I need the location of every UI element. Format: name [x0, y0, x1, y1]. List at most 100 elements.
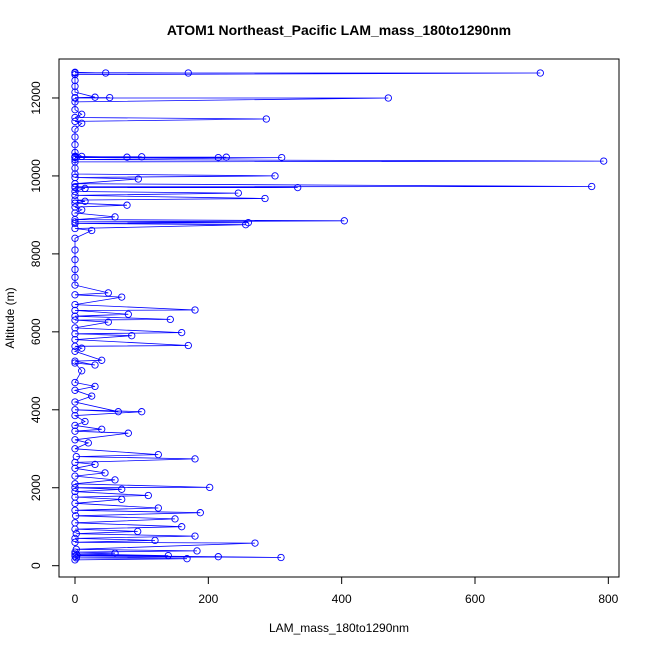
chart-title: ATOM1 Northeast_Pacific LAM_mass_180to12…: [167, 22, 511, 38]
data-point: [196, 509, 204, 517]
data-point: [72, 512, 80, 520]
data-point: [78, 110, 86, 118]
data-point: [71, 76, 79, 85]
y-tick-label: 2000: [29, 474, 43, 501]
data-point: [71, 158, 79, 166]
data-point: [71, 411, 79, 420]
data-point: [88, 392, 96, 400]
data-point: [71, 464, 79, 472]
data-point: [71, 98, 79, 106]
data-point: [71, 183, 79, 191]
data-point: [71, 209, 79, 217]
y-axis: 0 2000 4000 6000 8000 10000 12000: [29, 81, 60, 569]
data-point: [84, 439, 92, 447]
data-point: [71, 117, 79, 126]
data-point: [71, 273, 79, 281]
data-point: [71, 324, 79, 332]
data-point: [71, 141, 79, 149]
x-axis: 0 200 400 600 800: [72, 576, 619, 606]
data-point: [71, 196, 79, 204]
data-point: [71, 246, 79, 254]
data-point: [178, 523, 186, 531]
data-point: [118, 495, 126, 504]
data-point: [71, 406, 79, 414]
plot-frame: [58, 58, 620, 578]
data-point: [71, 203, 79, 211]
data-point: [104, 318, 112, 326]
data-point: [71, 133, 79, 141]
data-point: [71, 68, 79, 76]
data-point: [138, 153, 146, 161]
data-point: [71, 306, 79, 315]
data-point: [71, 281, 79, 289]
data-point: [111, 549, 119, 557]
data-point: [154, 504, 162, 512]
data-point: [72, 452, 80, 461]
data-point: [78, 119, 86, 127]
data-point: [118, 485, 126, 493]
data-point: [71, 550, 79, 558]
data-point: [251, 539, 259, 547]
data-point: [214, 153, 222, 162]
x-axis-label: LAM_mass_180to1290nm: [269, 621, 409, 635]
data-point: [71, 487, 79, 496]
data-point: [71, 480, 79, 488]
data-point: [71, 93, 79, 102]
data-point: [164, 551, 172, 560]
data-point: [71, 173, 79, 182]
data-point: [114, 408, 122, 416]
data-point: [71, 493, 79, 501]
data-point: [106, 93, 114, 102]
data-point: [111, 213, 119, 221]
data-point: [138, 408, 146, 416]
x-tick-label: 200: [198, 592, 218, 606]
data-point: [81, 184, 89, 193]
data-point: [71, 427, 79, 435]
data-point: [171, 515, 179, 523]
data-point: [123, 201, 131, 209]
data-point: [234, 189, 242, 197]
data-point: [278, 153, 286, 162]
data-point: [193, 547, 201, 555]
data-point: [91, 460, 99, 469]
data-point: [71, 256, 79, 264]
data-point: [78, 367, 86, 375]
series-line: [73, 71, 604, 561]
data-point: [71, 265, 79, 274]
data-point: [81, 417, 89, 426]
data-point: [71, 291, 79, 299]
data-point: [214, 553, 222, 561]
data-point: [71, 421, 79, 430]
data-point: [71, 386, 79, 394]
y-tick-label: 12000: [29, 81, 43, 115]
data-point: [271, 172, 279, 180]
data-point: [184, 341, 192, 350]
data-point: [134, 175, 142, 183]
data-point: [71, 538, 79, 546]
data-point: [206, 483, 214, 492]
data-point: [71, 436, 79, 444]
data-point: [78, 152, 86, 161]
data-point: [71, 125, 79, 133]
data-point: [71, 88, 79, 96]
data-point: [78, 344, 86, 352]
x-tick-label: 800: [598, 592, 618, 606]
data-point: [151, 536, 159, 545]
y-tick-label: 8000: [29, 240, 43, 267]
data-point: [71, 218, 79, 226]
data-point: [71, 234, 79, 242]
data-point: [71, 378, 79, 387]
data-point: [71, 519, 79, 527]
data-point: [98, 356, 106, 364]
y-tick-label: 0: [29, 562, 43, 569]
data-point: [71, 347, 79, 355]
data-point: [88, 226, 96, 235]
data-point: [71, 335, 79, 344]
data-point: [91, 361, 99, 369]
data-point: [222, 153, 230, 161]
data-point: [166, 315, 174, 324]
data-point: [261, 194, 269, 203]
data-point: [91, 382, 99, 391]
data-point: [78, 206, 86, 214]
data-point: [71, 330, 79, 338]
